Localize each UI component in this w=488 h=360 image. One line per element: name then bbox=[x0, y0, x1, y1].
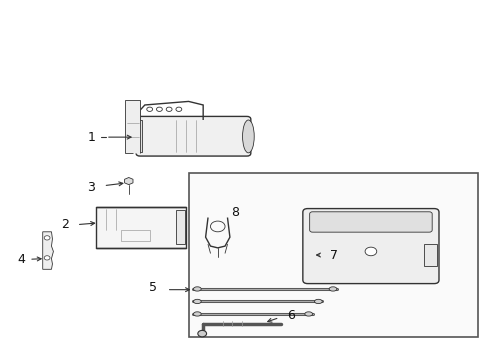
Bar bbox=[424, 244, 436, 266]
Ellipse shape bbox=[242, 120, 254, 153]
Text: 1: 1 bbox=[87, 131, 95, 144]
Ellipse shape bbox=[198, 330, 206, 337]
Bar bbox=[120, 230, 149, 241]
Bar bbox=[135, 120, 142, 153]
Ellipse shape bbox=[193, 287, 201, 291]
Bar bbox=[188, 173, 477, 337]
Ellipse shape bbox=[193, 312, 201, 316]
Text: 6: 6 bbox=[287, 309, 295, 322]
Text: 2: 2 bbox=[61, 218, 68, 231]
FancyBboxPatch shape bbox=[309, 212, 431, 232]
Text: 8: 8 bbox=[230, 206, 238, 219]
Text: 3: 3 bbox=[87, 181, 95, 194]
FancyBboxPatch shape bbox=[136, 116, 250, 156]
FancyBboxPatch shape bbox=[96, 207, 186, 248]
Ellipse shape bbox=[365, 247, 376, 256]
Polygon shape bbox=[125, 100, 140, 153]
Ellipse shape bbox=[304, 312, 312, 316]
Ellipse shape bbox=[44, 236, 50, 240]
Polygon shape bbox=[42, 232, 53, 269]
Ellipse shape bbox=[193, 299, 201, 303]
Text: 7: 7 bbox=[329, 248, 337, 261]
Text: 4: 4 bbox=[17, 253, 25, 266]
FancyBboxPatch shape bbox=[302, 208, 438, 284]
Ellipse shape bbox=[314, 299, 322, 303]
Bar bbox=[176, 210, 185, 244]
Text: 5: 5 bbox=[149, 282, 157, 294]
Polygon shape bbox=[124, 177, 133, 185]
Ellipse shape bbox=[44, 256, 50, 260]
Ellipse shape bbox=[328, 287, 336, 291]
